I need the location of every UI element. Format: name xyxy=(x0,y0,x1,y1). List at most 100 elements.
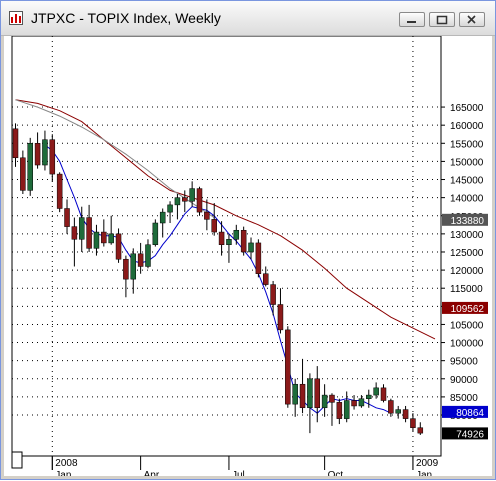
maximize-button[interactable] xyxy=(429,12,455,27)
maximize-icon xyxy=(436,15,448,25)
price-tag-box xyxy=(442,213,488,226)
candle xyxy=(380,384,387,403)
price-tag-label: 133880 xyxy=(451,216,485,227)
title-bar[interactable]: JTPXC - TOPIX Index, Weekly xyxy=(1,1,495,36)
candle-body xyxy=(380,387,387,401)
candle-body xyxy=(159,211,166,224)
candle-body xyxy=(226,239,232,245)
close-button[interactable] xyxy=(459,12,485,27)
candle-body xyxy=(101,231,107,244)
candle-body xyxy=(42,139,48,166)
candle-body xyxy=(93,231,100,249)
candle-body xyxy=(108,233,114,244)
candle xyxy=(285,326,291,408)
y-tick-label: 120000 xyxy=(450,266,484,277)
candle-body xyxy=(130,253,137,280)
candle xyxy=(402,405,409,423)
candle-body xyxy=(358,398,365,407)
y-tick-label: 140000 xyxy=(450,194,484,205)
scroll-thumb[interactable] xyxy=(11,451,23,469)
candle xyxy=(218,221,225,256)
candle xyxy=(78,206,85,252)
price-tag-label: 109562 xyxy=(451,304,485,315)
candle-body xyxy=(336,402,343,419)
chart-area[interactable]: 8000085000900009500010000010500011000011… xyxy=(4,35,492,481)
x-tick-label: 2008 xyxy=(55,458,78,469)
chart-app-icon xyxy=(9,11,23,25)
candle-body xyxy=(196,188,203,213)
y-tick-label: 125000 xyxy=(450,248,484,259)
candle xyxy=(351,395,357,410)
candle-body xyxy=(78,217,85,240)
candle-body xyxy=(262,273,269,285)
x-tick-label: Apr xyxy=(144,470,160,476)
candlestick-chart[interactable]: 8000085000900009500010000010500011000011… xyxy=(4,35,492,481)
candle-body xyxy=(321,394,328,409)
candle xyxy=(299,358,306,414)
candle xyxy=(196,186,203,216)
candle xyxy=(410,413,416,432)
candle xyxy=(159,208,166,238)
candle-body xyxy=(366,394,372,399)
candle xyxy=(336,398,343,425)
candle xyxy=(174,194,181,220)
candle xyxy=(307,373,313,434)
candle-body xyxy=(307,378,313,409)
minimize-button[interactable] xyxy=(399,12,425,27)
price-tag-box xyxy=(442,301,488,314)
candle-body xyxy=(292,383,298,405)
y-tick-label: 160000 xyxy=(450,121,484,132)
candle-body xyxy=(56,173,63,209)
candle xyxy=(233,224,240,245)
y-tick-label: 150000 xyxy=(450,157,484,168)
candle xyxy=(373,382,379,399)
candle xyxy=(270,280,276,316)
candle-body xyxy=(410,418,416,428)
candle-body xyxy=(189,188,195,202)
candle-body xyxy=(115,233,122,260)
y-tick-label: 130000 xyxy=(450,230,484,241)
price-tag-box xyxy=(442,405,488,418)
candle-body xyxy=(12,128,19,159)
candle-body xyxy=(145,244,151,267)
candle xyxy=(277,288,284,334)
candle xyxy=(262,266,269,287)
candle-body xyxy=(248,242,254,253)
candle xyxy=(20,150,26,195)
candle xyxy=(255,239,262,278)
candle-body xyxy=(395,409,401,414)
candle xyxy=(145,239,151,269)
candle xyxy=(123,255,129,298)
candle-body xyxy=(417,427,424,434)
candle-body xyxy=(329,394,335,403)
candle xyxy=(71,217,78,267)
price-tags: 133880 109562 80864 74926 xyxy=(442,213,488,440)
candle xyxy=(93,224,100,256)
candle xyxy=(130,248,137,294)
candle xyxy=(388,398,394,417)
candle xyxy=(115,228,122,263)
candle xyxy=(86,204,92,252)
candle xyxy=(395,405,401,419)
x-tick-label: Jan xyxy=(416,470,432,476)
candle-body xyxy=(123,258,129,280)
candle xyxy=(42,130,48,171)
candle xyxy=(108,215,114,245)
candle xyxy=(248,237,254,260)
price-tag-label: 80864 xyxy=(456,408,484,419)
x-tick-label: Jan xyxy=(55,470,71,476)
y-tick-label: 100000 xyxy=(450,339,484,350)
candle xyxy=(167,201,173,223)
candle-body xyxy=(71,226,78,240)
candle-body xyxy=(233,229,240,240)
x-tick-label: 2009 xyxy=(416,458,439,469)
candle-body xyxy=(174,197,181,206)
candle xyxy=(64,199,70,234)
candle xyxy=(152,219,159,247)
y-tick-label: 145000 xyxy=(450,176,484,187)
candle-body xyxy=(351,400,357,407)
candle-body xyxy=(182,197,188,202)
grid xyxy=(12,36,441,456)
candle-body xyxy=(152,222,159,245)
candle xyxy=(329,393,335,426)
